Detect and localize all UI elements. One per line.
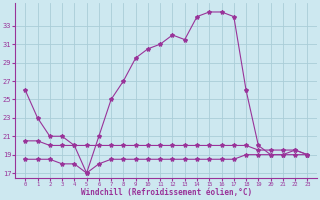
X-axis label: Windchill (Refroidissement éolien,°C): Windchill (Refroidissement éolien,°C): [81, 188, 252, 197]
